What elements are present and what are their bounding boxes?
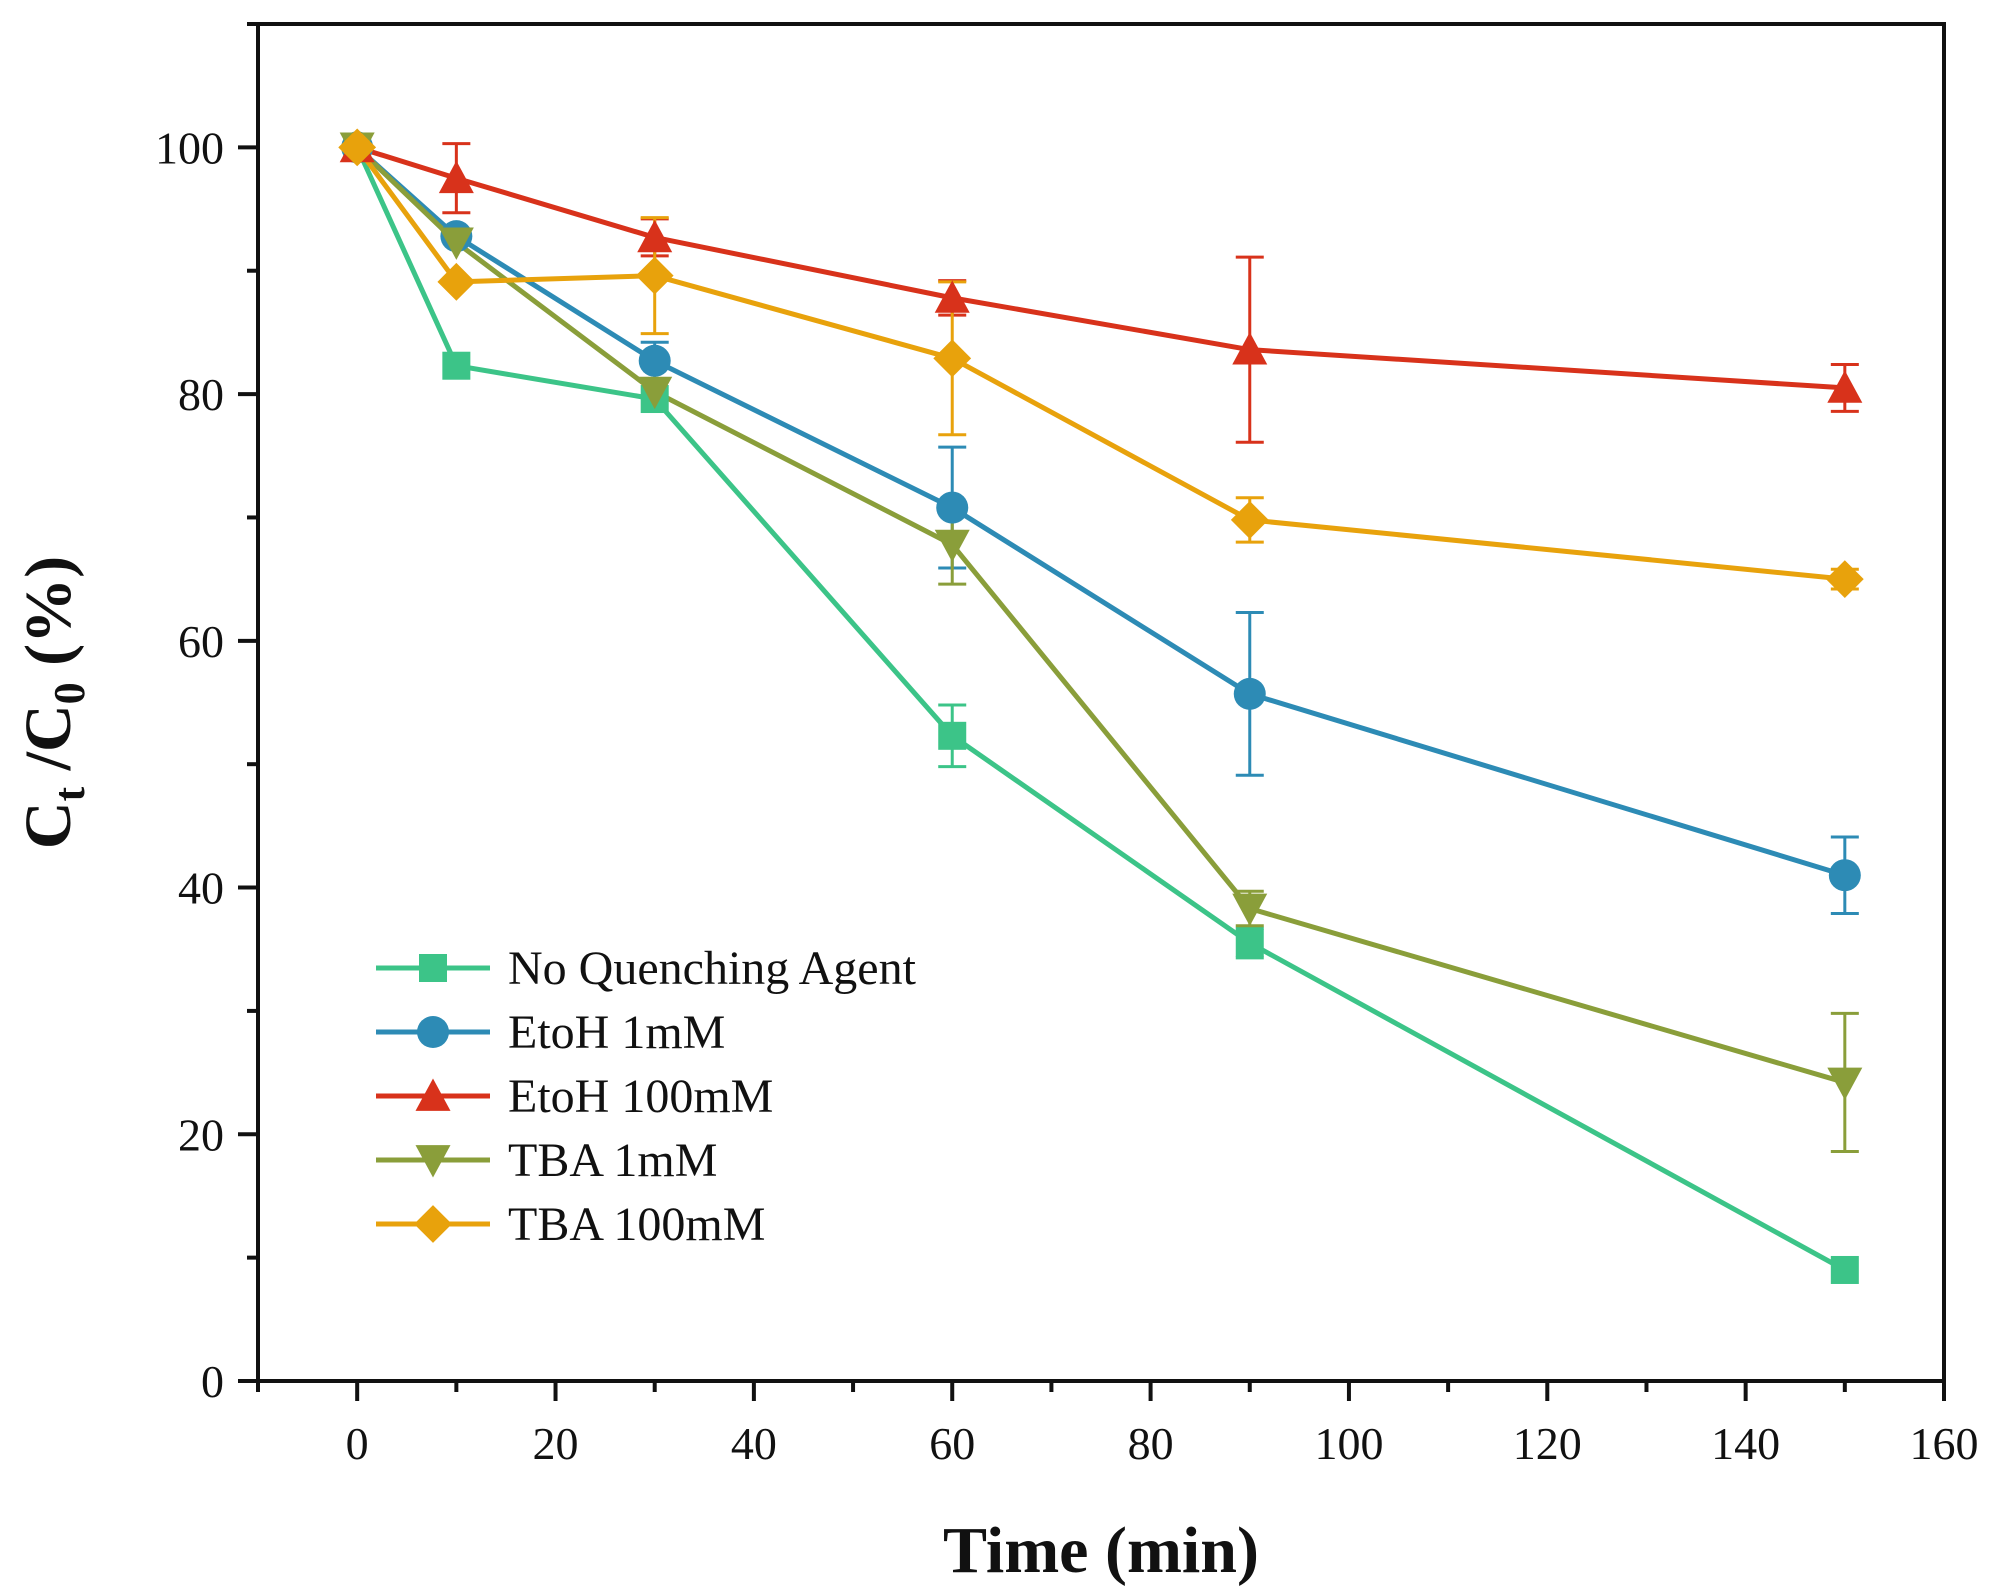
data-point-tba-100mm [1825,560,1864,599]
x-tick-label: 80 [1128,1418,1174,1469]
x-axis-title: Time (min) [943,1514,1259,1587]
data-point-tba-100mm [635,256,674,295]
legend-item-tba-1mm: TBA 1mM [376,1134,717,1187]
legend-label-tba-1mm: TBA 1mM [508,1134,717,1187]
series-lines-layer [354,144,1847,1273]
data-point-no-quenching-agent [1830,1255,1859,1284]
data-point-etoh-1mm [1828,859,1861,892]
legend-item-etoh-100mm: EtoH 100mM [376,1070,773,1123]
series-line-etoh-1mm [355,145,1846,878]
legend-marker-tba-1mm [415,1145,451,1178]
y-tick-label: 0 [201,1356,224,1407]
x-tick-label: 20 [533,1418,579,1469]
markers-layer [338,128,1864,1284]
data-point-no-quenching-agent [938,721,967,750]
y-tick-label: 20 [178,1109,224,1160]
legend-label-etoh-1mm: EtoH 1mM [508,1006,725,1059]
legend-marker-no-quenching-agent [419,954,447,982]
data-point-tba-100mm [933,339,972,378]
series-line-no-quenching-agent [354,146,1847,1273]
series-line-etoh-100mm [356,144,1845,391]
data-point-tba-100mm [1230,501,1269,539]
x-tick-label: 120 [1513,1418,1582,1469]
x-tick-label: 40 [731,1418,777,1469]
error-bars-layer [442,142,1859,1154]
y-axis-title-sub-0: 0 [45,682,94,704]
y-axis-title: Ct /C0 (%) [12,556,94,849]
data-point-etoh-100mm [1827,370,1863,403]
data-point-tba-1mm [934,529,970,563]
legend-marker-etoh-100mm [415,1078,451,1111]
x-tick-label: 100 [1314,1418,1383,1469]
axis-ticks-layer [238,22,1946,1401]
x-tick-label: 160 [1910,1418,1979,1469]
x-tick-label: 0 [346,1418,369,1469]
legend-item-etoh-1mm: EtoH 1mM [376,1006,725,1059]
data-point-etoh-100mm [637,219,673,253]
series-line-tba-1mm [355,145,1846,1085]
data-point-etoh-100mm [1232,332,1268,365]
data-point-etoh-1mm [936,491,969,524]
data-point-no-quenching-agent [1235,929,1264,958]
legend-label-etoh-100mm: EtoH 100mM [508,1070,773,1123]
x-tick-label: 140 [1711,1418,1780,1469]
data-point-etoh-100mm [934,280,970,313]
y-tick-label: 80 [178,369,224,420]
legend-item-no-quenching-agent: No Quenching Agent [376,942,917,995]
y-tick-labels: 0 20 40 60 80 100 [155,122,224,1407]
y-tick-label: 40 [178,863,224,914]
y-axis-title-c: C [12,801,85,849]
x-tick-label: 60 [929,1418,975,1469]
x-tick-labels: 0 20 40 60 80 100 120 140 160 [346,1418,1979,1469]
legend-label-tba-100mm: TBA 100mM [508,1198,765,1251]
data-point-tba-1mm [1827,1067,1863,1100]
y-tick-label: 100 [155,122,224,173]
data-point-tba-1mm [438,227,474,260]
legend-marker-tba-100mm [414,1205,452,1243]
data-point-no-quenching-agent [442,351,471,380]
data-point-etoh-1mm [638,344,671,377]
y-tick-label: 60 [178,616,224,667]
data-point-tba-100mm [437,262,476,301]
legend-label-no-quenching-agent: No Quenching Agent [508,942,917,995]
data-point-etoh-100mm [438,160,474,194]
y-axis-title-sub-t: t [45,786,94,801]
y-axis-title-suffix: (%) [12,556,85,682]
data-point-tba-100mm [338,128,377,167]
data-point-tba-1mm [637,376,673,410]
plot-frame [256,22,1946,1383]
y-axis-title-mid: /C [12,704,85,787]
legend-marker-etoh-1mm [417,1016,449,1048]
series-line-tba-100mm [355,145,1846,582]
legend-item-tba-100mm: TBA 100mM [376,1198,765,1251]
legend: No Quenching Agent EtoH 1mM EtoH 100mM TBA … [376,942,917,1251]
data-point-etoh-1mm [1233,677,1266,710]
data-point-tba-1mm [1232,893,1268,927]
